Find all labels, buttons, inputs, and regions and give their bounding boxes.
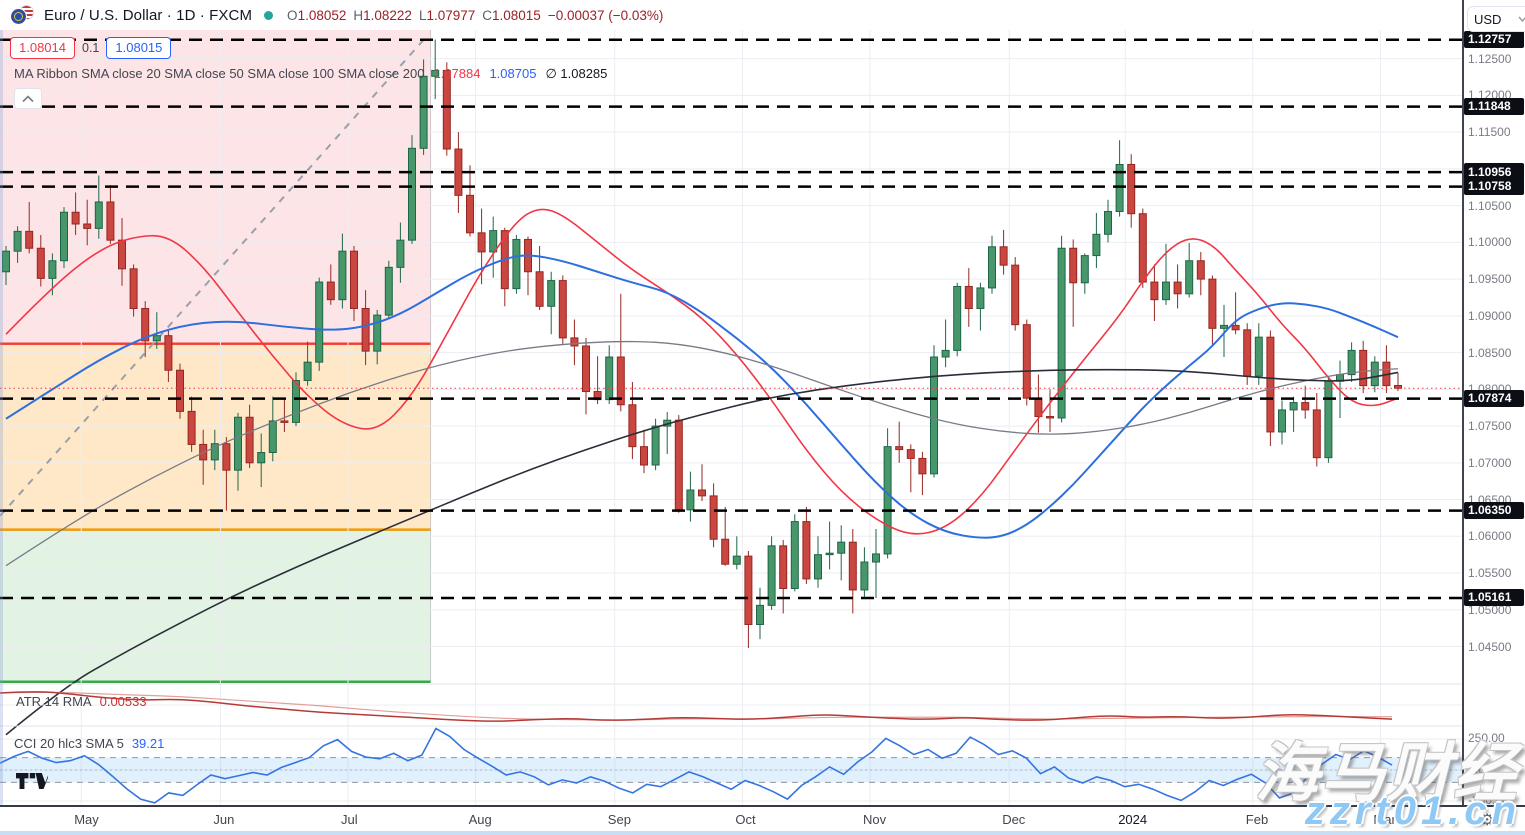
ma-ribbon-legend: MA Ribbon SMA close 20 SMA close 50 SMA … <box>14 66 607 82</box>
ma-line-sma50 <box>5 254 1399 539</box>
cci-tick-label: 0.00 <box>1468 762 1492 776</box>
price-tick-label: 1.07000 <box>1468 455 1512 470</box>
price-tick-label: 1.09000 <box>1468 308 1512 323</box>
time-axis-label: Dec <box>1002 812 1026 827</box>
price-axis[interactable]: 1.12500 1.12000 1.11500 1.10500 1.10000 1.095… <box>1464 0 1525 807</box>
price-tick-label: 1.09500 <box>1468 272 1512 287</box>
sell-price-button[interactable]: 1.08014 <box>10 37 75 59</box>
ma-ribbon-lines <box>5 208 1399 736</box>
price-level-label: 1.10956 <box>1464 163 1524 181</box>
left-edge-strip <box>0 30 3 805</box>
price-tick-label: 1.05500 <box>1468 566 1512 581</box>
time-axis-label: Jul <box>341 812 358 827</box>
currency-dropdown[interactable]: USD <box>1467 6 1525 32</box>
atr-title[interactable]: ATR 14 RMA <box>16 694 92 709</box>
time-axis-label: Sep <box>607 812 631 827</box>
bottom-edge-strip <box>0 831 1525 835</box>
time-axis-label: Nov <box>863 812 887 827</box>
cci-tick-label: -250.00 <box>1468 793 1509 807</box>
ma-line-sma20 <box>5 208 1399 535</box>
cci-indicator-legend: CCI 20 hlc3 SMA 5 39.21 <box>14 736 164 751</box>
price-level-label: 1.05161 <box>1464 588 1524 606</box>
chart-canvas[interactable] <box>0 0 1463 806</box>
price-tick-label: 1.11500 <box>1468 125 1511 140</box>
time-axis-label: Jun <box>213 812 235 827</box>
spread-value: 0.1 <box>82 41 100 55</box>
bid-ask-row: 1.08014 0.1 1.08015 <box>10 37 172 59</box>
chevron-up-icon <box>22 94 34 102</box>
price-level-label: 1.12757 <box>1464 30 1524 48</box>
gear-icon[interactable]: ⚙ <box>1480 812 1495 829</box>
atr-signal-line <box>0 691 1393 721</box>
atr-indicator-legend: ATR 14 RMA 0.00533 <box>16 694 147 709</box>
price-tick-label: 1.07500 <box>1468 419 1512 434</box>
price-tick-label: 1.10000 <box>1468 235 1512 250</box>
gridlines <box>0 30 1462 805</box>
price-level-label: 1.07874 <box>1464 389 1524 407</box>
ma-line-sma200 <box>5 368 1399 736</box>
time-axis-label: Aug <box>468 812 492 827</box>
price-tick-label: 1.05000 <box>1468 602 1512 617</box>
trendline[interactable] <box>0 35 428 517</box>
change-readout: −0.00037 (−0.03%) <box>547 7 664 23</box>
atr-value: 0.00533 <box>99 694 147 709</box>
price-tick-label: 1.12500 <box>1468 51 1512 66</box>
time-axis-label: 2024 <box>1118 812 1148 827</box>
symbol-pair-icon <box>10 5 36 25</box>
price-tick-label: 1.06000 <box>1468 529 1512 544</box>
key-levels <box>0 38 1462 600</box>
ma-ribbon-title[interactable]: MA Ribbon SMA close 20 SMA close 50 SMA … <box>14 66 425 81</box>
symbol-title[interactable]: Euro / U.S. Dollar · 1D · FXCM <box>44 6 253 24</box>
price-tick-label: 1.10500 <box>1468 198 1512 213</box>
time-axis[interactable]: ⚙ May Jun Jul Aug Sep Oct Nov Dec 2024 Feb Mar <box>0 805 1525 833</box>
ma-ribbon-value-1: 1.07884 <box>433 66 481 81</box>
time-axis-label: Mar <box>1373 812 1396 827</box>
cci-line <box>0 727 1393 804</box>
price-level-label: 1.10758 <box>1464 177 1524 195</box>
ma-ribbon-average: ∅ 1.08285 <box>545 66 608 81</box>
price-tick-label: 1.04500 <box>1468 639 1512 654</box>
cci-value: 39.21 <box>131 736 165 751</box>
price-level-label: 1.11848 <box>1464 97 1524 115</box>
cci-tick-label: 250.00 <box>1468 731 1505 745</box>
ma-line-sma100 <box>5 340 1399 567</box>
atr-pane <box>0 691 1462 722</box>
price-tick-label: 1.08500 <box>1468 345 1512 360</box>
chart-legend-header: Euro / U.S. Dollar · 1D · FXCM O1.08052 … <box>10 0 663 30</box>
atr-line <box>0 691 1393 722</box>
ohlc-readout: O1.08052 H1.08222 L1.07977 C1.08015 −0.0… <box>287 7 664 23</box>
price-axis-border <box>1462 0 1464 806</box>
buy-price-button[interactable]: 1.08015 <box>106 37 172 59</box>
chevron-down-icon <box>1518 16 1525 22</box>
cci-pane <box>0 727 1462 804</box>
market-open-dot-icon <box>264 10 274 20</box>
collapse-legend-button[interactable] <box>14 88 42 109</box>
tradingview-logo[interactable] <box>16 772 50 795</box>
ma-ribbon-value-2: 1.08705 <box>489 66 537 81</box>
time-axis-label: Feb <box>1245 812 1269 827</box>
time-axis-label: Oct <box>735 812 756 827</box>
price-level-label: 1.06350 <box>1464 501 1524 519</box>
currency-label: USD <box>1474 11 1502 27</box>
cci-title[interactable]: CCI 20 hlc3 SMA 5 <box>14 736 124 751</box>
time-axis-label: May <box>74 812 99 827</box>
